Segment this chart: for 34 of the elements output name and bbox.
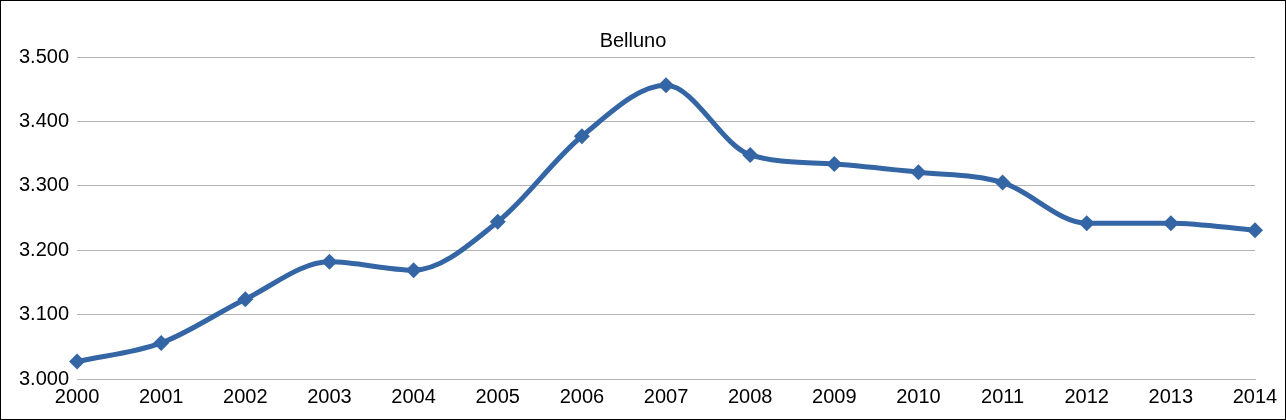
chart-title: Belluno bbox=[599, 28, 667, 51]
point bbox=[321, 253, 338, 270]
x-tick-label: 2003 bbox=[307, 384, 352, 407]
y-tick-label: 3.300 bbox=[18, 173, 70, 196]
point bbox=[153, 334, 170, 351]
point bbox=[742, 146, 759, 163]
x-tick-label: 2004 bbox=[391, 384, 436, 407]
x-tick-label: 2002 bbox=[223, 384, 268, 407]
y-tick-label: 3.200 bbox=[18, 237, 70, 260]
point bbox=[994, 174, 1011, 191]
point bbox=[658, 77, 675, 94]
x-tick-label: 2009 bbox=[812, 384, 857, 407]
x-tick-label: 2008 bbox=[727, 384, 773, 407]
point bbox=[1078, 215, 1095, 232]
y-tick-label: 3.400 bbox=[18, 108, 70, 131]
x-tick-label: 2006 bbox=[559, 384, 605, 407]
point bbox=[1247, 222, 1263, 239]
point bbox=[826, 155, 843, 172]
y-tick-label: 3.500 bbox=[18, 44, 70, 67]
point bbox=[237, 291, 254, 308]
x-tick-label: 2001 bbox=[138, 384, 184, 407]
x-tick-label: 2005 bbox=[475, 384, 520, 407]
x-tick-label: 2014 bbox=[1232, 384, 1278, 407]
x-tick-label: 2013 bbox=[1148, 384, 1194, 407]
point bbox=[489, 213, 506, 230]
x-tick-label: 2007 bbox=[643, 384, 689, 407]
point bbox=[69, 353, 86, 370]
x-tick-label: 2012 bbox=[1064, 384, 1109, 407]
x-tick-label: 2010 bbox=[896, 384, 941, 407]
x-tick-label: 2011 bbox=[981, 384, 1025, 407]
point bbox=[405, 262, 422, 279]
point bbox=[910, 164, 927, 181]
point bbox=[573, 128, 590, 145]
y-tick-label: 3.100 bbox=[18, 302, 70, 325]
